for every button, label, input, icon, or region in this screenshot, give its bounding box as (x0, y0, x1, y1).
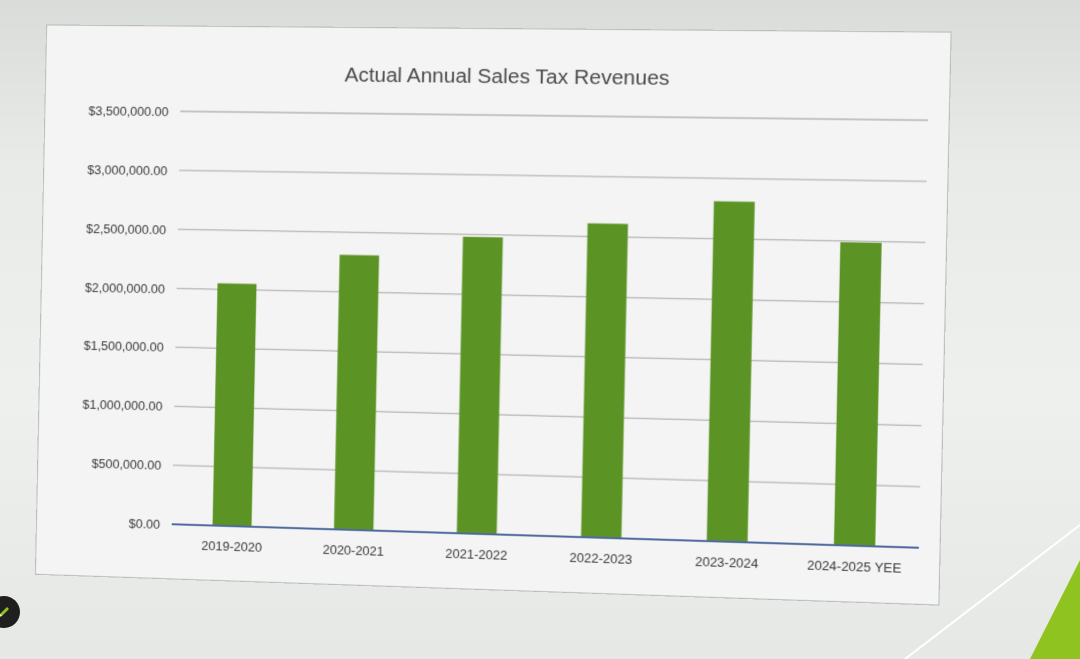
gridline (177, 288, 924, 303)
x-category-label: 2019-2020 (201, 538, 262, 555)
gridline (174, 406, 921, 425)
pen-icon (0, 604, 12, 620)
y-tick-label: $1,500,000.00 (84, 338, 164, 355)
y-tick-label: $3,500,000.00 (88, 103, 168, 119)
y-tick-label: $0.00 (129, 516, 161, 532)
x-category-label: 2021-2022 (445, 546, 507, 563)
green-accent-shape (1030, 560, 1080, 659)
y-tick-label: $500,000.00 (92, 456, 162, 473)
x-axis-baseline (172, 524, 919, 548)
gridline (173, 465, 920, 486)
gridline (178, 229, 926, 242)
chart-title: Actual Annual Sales Tax Revenues (344, 63, 670, 90)
x-category-label: 2024-2025 YEE (807, 557, 902, 575)
bars (213, 193, 883, 546)
y-tick-label: $2,000,000.00 (85, 279, 165, 296)
gridline (175, 347, 922, 364)
bar-chart: Actual Annual Sales Tax Revenues $0.00 $5… (36, 25, 951, 604)
y-tick-label: $1,000,000.00 (82, 397, 162, 414)
bar (213, 283, 257, 526)
bar (834, 242, 882, 546)
x-category-label: 2022-2023 (569, 550, 632, 567)
y-tick-label: $3,000,000.00 (87, 162, 167, 178)
gridline (179, 170, 927, 181)
chart-frame: Actual Annual Sales Tax Revenues $0.00 $5… (35, 24, 952, 605)
y-tick-label: $2,500,000.00 (86, 221, 166, 237)
bar (334, 255, 379, 531)
gridline (180, 111, 928, 120)
x-category-label: 2023-2024 (695, 554, 759, 571)
x-category-label: 2020-2021 (323, 542, 384, 559)
bar (581, 223, 628, 538)
bar (457, 237, 503, 535)
gridlines (173, 111, 928, 486)
bar (707, 201, 755, 542)
y-axis-tick-labels: $0.00 $500,000.00 $1,000,000.00 $1,500,000.… (80, 103, 169, 532)
